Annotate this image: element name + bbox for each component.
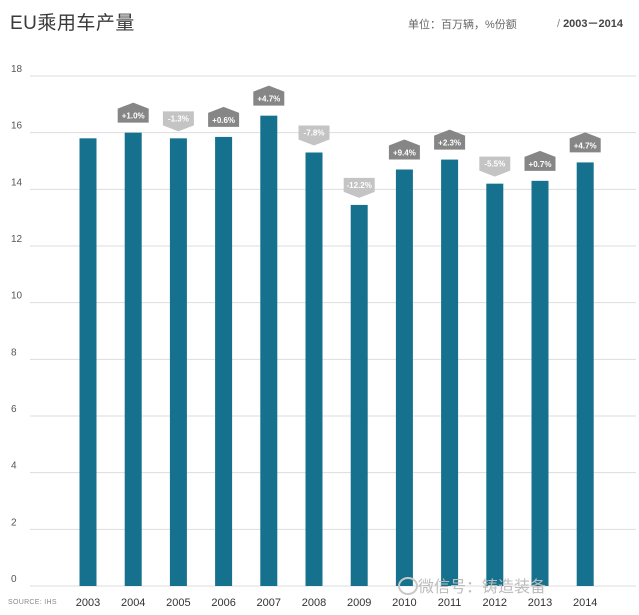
wechat-icon	[398, 577, 418, 595]
change-label: -5.5%	[484, 160, 505, 169]
y-tick-label: 6	[11, 404, 17, 415]
x-tick-label: 2011	[438, 597, 462, 609]
x-tick-label: 2013	[528, 597, 552, 609]
bars	[79, 115, 594, 587]
change-label: +1.0%	[122, 112, 145, 121]
bar	[350, 204, 368, 586]
change-label: -7.8%	[304, 129, 325, 138]
y-tick-label: 12	[11, 234, 23, 245]
x-tick-label: 2003	[76, 597, 100, 609]
bar	[576, 162, 594, 586]
change-badge-up	[524, 150, 556, 171]
bar	[305, 152, 323, 586]
x-tick-label: 2009	[347, 597, 371, 609]
y-tick-label: 4	[11, 461, 17, 472]
year-range: /2003－2014	[557, 18, 624, 30]
x-tick-label: 2005	[166, 597, 190, 609]
x-tick-label: 2004	[121, 597, 145, 609]
y-axis-ticks: 0 2 4 6 8 10 12 14 16 18	[11, 64, 23, 585]
x-tick-label: 2008	[302, 597, 326, 609]
y-tick-label: 2	[11, 517, 17, 528]
bar	[531, 180, 549, 587]
y-tick-label: 10	[11, 291, 23, 302]
x-tick-label: 2007	[257, 597, 281, 609]
change-label: +4.7%	[257, 95, 280, 104]
change-badge-up	[253, 85, 285, 106]
change-label: -1.3%	[168, 114, 189, 123]
change-badge-up	[208, 106, 240, 127]
change-label: +4.7%	[574, 141, 597, 150]
change-label: +9.4%	[393, 149, 416, 158]
y-tick-label: 0	[11, 574, 17, 585]
x-tick-label: 2010	[392, 597, 416, 609]
change-label: +0.6%	[212, 116, 235, 125]
x-tick-label: 2012	[483, 597, 507, 609]
bar	[260, 115, 278, 587]
bar	[124, 132, 142, 586]
change-badge-down	[479, 156, 511, 177]
change-badge-up	[569, 132, 601, 153]
bar	[486, 183, 504, 586]
change-badge-down	[343, 177, 375, 198]
change-badge-up	[434, 129, 466, 150]
source-note: SOURCE: IHS	[8, 599, 57, 606]
bar	[169, 138, 187, 587]
change-label: +0.7%	[529, 160, 552, 169]
y-tick-label: 8	[11, 347, 17, 358]
x-tick-label: 2006	[211, 597, 235, 609]
x-axis-ticks: 2003 2004 2005 2006 2007 2008 2009 2010 2011 2012…	[76, 597, 598, 609]
change-label: -12.2%	[347, 181, 372, 190]
watermark: 微信号：铸造装备	[418, 579, 547, 596]
y-tick-label: 16	[11, 121, 23, 132]
chart-title: EU乘用车产量	[10, 13, 135, 34]
change-badge-up	[117, 102, 149, 123]
bar	[215, 136, 233, 586]
y-tick-label: 14	[11, 177, 23, 188]
x-tick-label: 2014	[573, 597, 597, 609]
change-badge-down	[298, 125, 330, 146]
change-badges: +1.0% -1.3% +0.6% +4.7% -7.8% -12.2% +9.4% +2.3…	[117, 85, 601, 198]
change-label: +2.3%	[438, 139, 461, 148]
change-badge-down	[162, 111, 194, 132]
change-badge-up	[388, 139, 420, 160]
year-range-text: 2003－2014	[563, 18, 624, 30]
unit-label: 单位：百万辆，%份额	[408, 19, 517, 31]
bar	[395, 169, 413, 586]
bar	[79, 138, 97, 587]
y-tick-label: 18	[11, 64, 23, 75]
bar	[441, 159, 459, 587]
